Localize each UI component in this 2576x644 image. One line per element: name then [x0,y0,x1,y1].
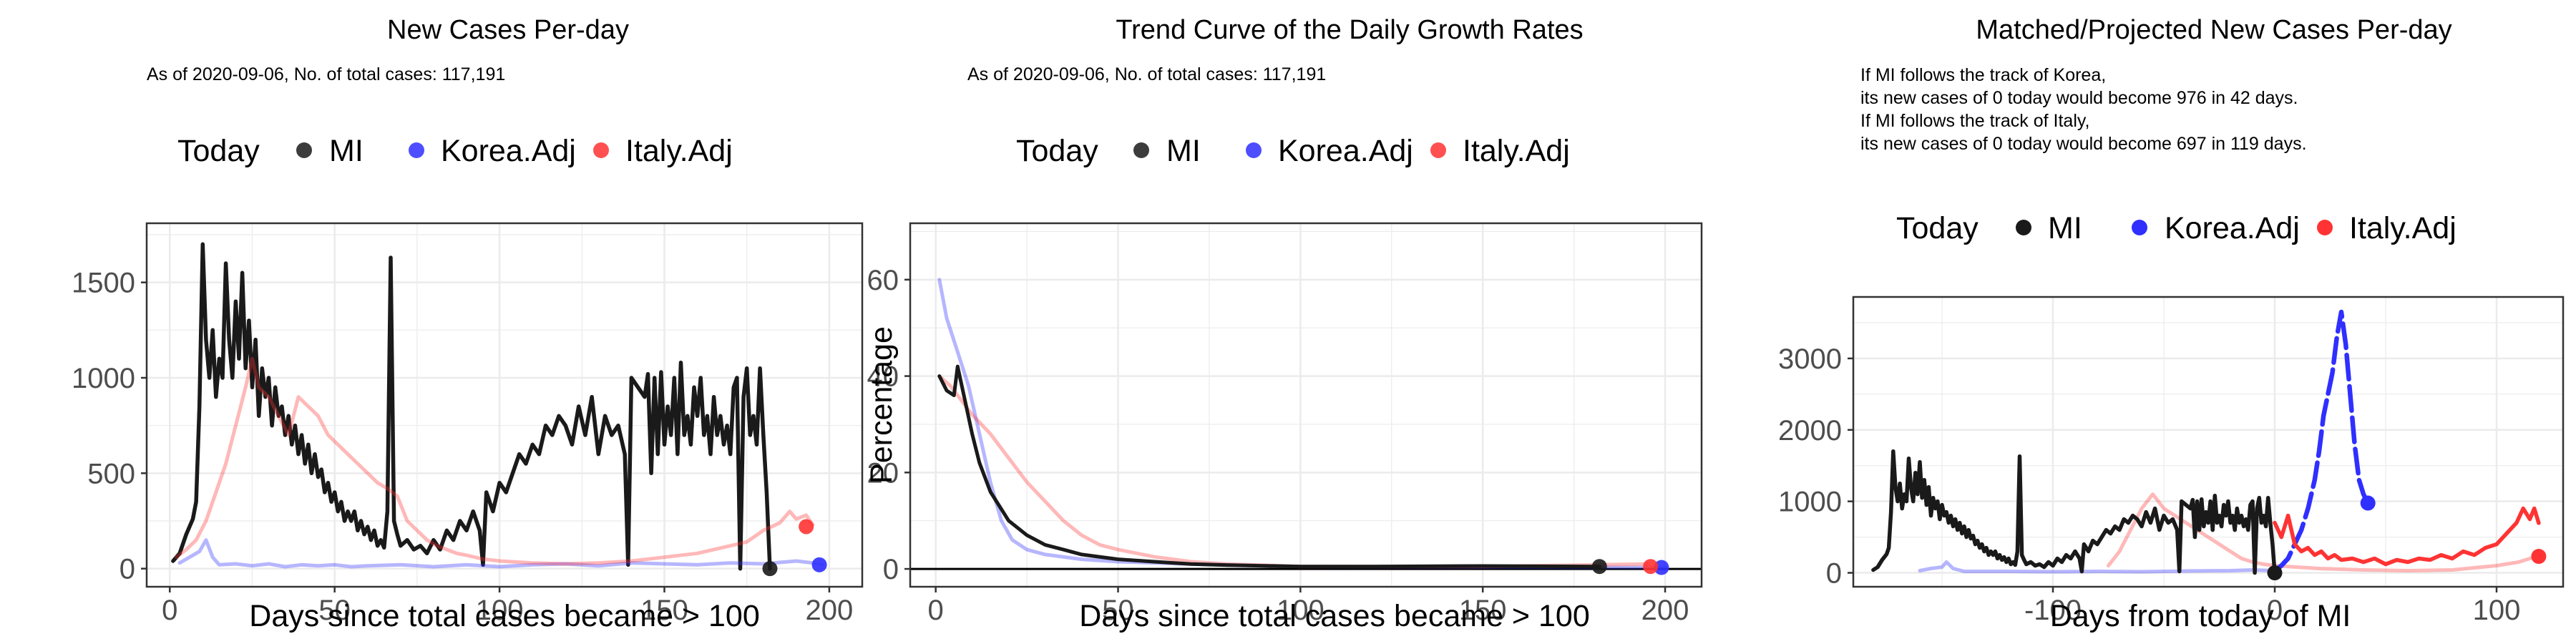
legend-marker-korea-adj [2132,220,2147,235]
legend-marker-korea-adj [409,142,424,158]
x-axis-label: Days since total cases became > 100 [249,599,759,633]
y-tick-label: 1500 [72,268,135,299]
series-line-korea-adj [177,538,825,569]
legend-title: Today [177,134,260,168]
x-axis-label: Days from today of MI [2050,599,2351,633]
series-line-italy-adj-matched [2107,492,2541,572]
y-tick-label: 0 [119,554,135,585]
legend-label-mi: MI [329,134,364,168]
y-tick-label: 3000 [1778,343,1842,375]
chart-panel-2: Trend Curve of the Daily Growth Rates As … [864,15,1703,633]
chart-subtitle-line: its new cases of 0 today would become 97… [1860,88,2298,108]
x-tick-label: -100 [2024,595,2082,626]
x-tick-label: 200 [806,595,854,626]
chart-subtitle: If MI follows the track of Korea, its new… [1860,65,2307,154]
grid [1853,297,2563,587]
y-tick-label: 0 [883,554,899,585]
series-line-mi [171,242,772,571]
x-tick-label: 100 [2473,595,2521,626]
plot-area [1853,297,2563,587]
series-line-italy-adj [175,356,815,566]
chart-subtitle-line: As of 2020-09-06, No. of total cases: 11… [147,64,505,84]
panel-border [909,222,1703,588]
x-tick-label: 200 [1641,595,1689,626]
x-tick-label: 0 [928,595,944,626]
y-tick-label: 0 [1826,558,1842,590]
legend-label-italy-adj: Italy.Adj [1463,134,1570,168]
today-marker-mi [762,561,778,577]
today-marker-korea-adj [2360,495,2376,511]
x-tick-label: 100 [1277,595,1324,626]
series-group [171,242,825,571]
y-tick-label: 1000 [1778,487,1842,518]
today-marker-korea-adj [811,557,827,572]
chart-subtitle-line: its new cases of 0 today would become 69… [1860,134,2307,154]
series-line-italy-adj-projected [2273,506,2541,567]
legend-marker-korea-adj [1246,142,1262,158]
legend-label-mi: MI [2048,211,2082,245]
chart-legend: Today MI Korea.Adj Italy.Adj [1896,211,2457,245]
y-tick-label: 60 [867,265,899,296]
legend-label-italy-adj: Italy.Adj [625,134,733,168]
legend-label-italy-adj: Italy.Adj [2349,211,2457,245]
chart-title: Trend Curve of the Daily Growth Rates [1116,15,1583,45]
y-axis-label: Percentage [864,326,899,484]
plot-area [910,223,1702,587]
y-tick-label: 500 [87,458,135,489]
chart-subtitle-line: If MI follows the track of Italy, [1860,111,2089,131]
legend-title: Today [1896,211,1979,245]
chart-panel-3: Matched/Projected New Cases Per-day If MI… [1778,15,2565,633]
today-marker-mi [2267,565,2283,581]
chart-title: New Cases Per-day [387,15,629,45]
legend-label-mi: MI [1166,134,1201,168]
today-marker-italy-adj [799,519,814,535]
x-tick-label: 100 [476,595,524,626]
x-tick-label: 150 [640,595,688,626]
legend-label-korea-adj: Korea.Adj [1278,134,1413,168]
legend-marker-italy-adj [2317,220,2333,235]
y-tick-label: 20 [867,457,899,489]
chart-subtitle: As of 2020-09-06, No. of total cases: 11… [147,64,505,84]
today-marker-italy-adj [1643,559,1659,575]
chart-title: Matched/Projected New Cases Per-day [1976,15,2451,45]
panel-border [1852,296,2565,588]
series-group [1871,309,2541,575]
legend-label-korea-adj: Korea.Adj [441,134,576,168]
panel-border [145,222,864,588]
legend-label-korea-adj: Korea.Adj [2165,211,2300,245]
x-axis-label: Days since total cases became > 100 [1079,599,1589,633]
series-line-korea-adj-matched [1918,560,2277,574]
y-tick-label: 1000 [72,363,135,394]
chart-subtitle: As of 2020-09-06, No. of total cases: 11… [967,64,1326,84]
today-marker-mi [1591,559,1607,575]
today-marker-korea-adj [1654,560,1669,575]
plot-area [147,223,862,587]
legend-marker-mi [2016,220,2031,235]
chart-subtitle-line: If MI follows the track of Korea, [1860,65,2106,85]
series-line-mi [1871,449,2277,575]
x-tick-label: 50 [318,595,351,626]
x-tick-label: 0 [2267,595,2283,626]
chart-panel-1: New Cases Per-day As of 2020-09-06, No. o… [72,15,864,633]
chart-subtitle-line: As of 2020-09-06, No. of total cases: 11… [967,64,1326,84]
legend-marker-mi [1133,142,1149,158]
series-line-mi [937,364,1601,569]
x-tick-label: 0 [162,595,177,626]
chart-legend: Today MI Korea.Adj Italy.Adj [177,134,733,168]
y-tick-label: 2000 [1778,415,1842,447]
legend-marker-mi [296,142,312,158]
legend-marker-italy-adj [593,142,609,158]
legend-title: Today [1016,134,1098,168]
legend-marker-italy-adj [1430,142,1446,158]
chart-legend: Today MI Korea.Adj Italy.Adj [1016,134,1570,168]
x-tick-label: 50 [1102,595,1134,626]
series-group [937,278,1667,570]
x-tick-label: 150 [1459,595,1507,626]
y-tick-label: 40 [867,361,899,393]
today-marker-italy-adj [2531,549,2547,565]
